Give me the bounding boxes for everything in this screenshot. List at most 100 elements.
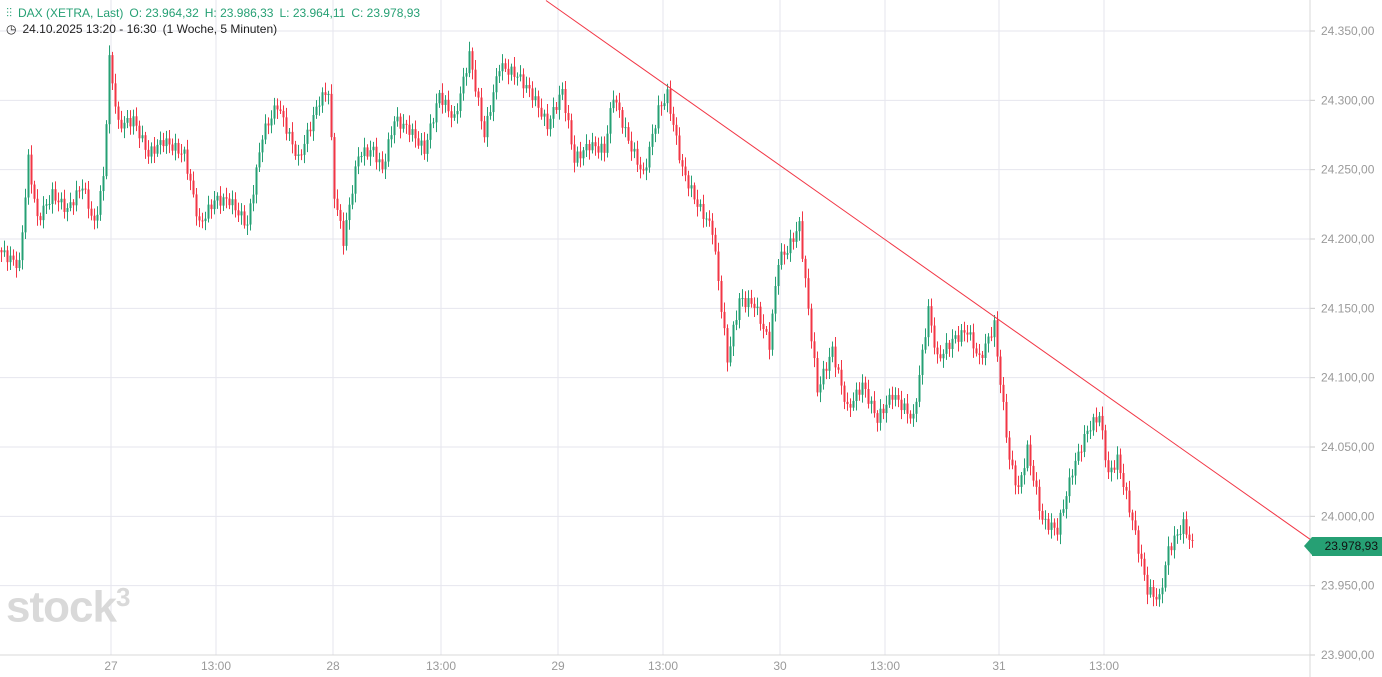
candle-body	[1065, 496, 1068, 510]
candle-body	[0, 250, 3, 253]
candle-body	[990, 336, 993, 338]
candle-body	[795, 231, 798, 242]
candle-body	[690, 185, 693, 189]
candle-body	[102, 176, 105, 192]
candle-body	[21, 232, 24, 261]
candle-body	[1161, 587, 1164, 595]
candle-body	[777, 264, 780, 287]
candle-body	[3, 250, 6, 253]
candle-body	[114, 83, 117, 107]
candle-body	[729, 346, 732, 363]
y-tick-label: 24.300,00	[1321, 93, 1375, 107]
candle-body	[18, 260, 21, 269]
candle-body	[216, 195, 219, 201]
candle-body	[798, 221, 801, 232]
candle-body	[597, 146, 600, 153]
candle-body	[693, 185, 696, 200]
candle-body	[1113, 467, 1116, 470]
candle-body	[534, 96, 537, 101]
candle-body	[627, 127, 630, 141]
candle-body	[1107, 460, 1110, 473]
candle-body	[1080, 451, 1083, 453]
candle-body	[108, 55, 111, 125]
candle-body	[984, 343, 987, 358]
candle-body	[423, 140, 426, 154]
candle-body	[1068, 477, 1071, 497]
candle-body	[1044, 518, 1047, 520]
candle-body	[312, 115, 315, 132]
candle-body	[738, 298, 741, 320]
candle-body	[66, 208, 69, 212]
candle-body	[138, 125, 141, 139]
candle-body	[1128, 490, 1131, 513]
candle-body	[228, 198, 231, 206]
candle-body	[51, 189, 54, 204]
candle-body	[1185, 519, 1188, 535]
candle-body	[747, 298, 750, 308]
open-value: O: 23.964,32	[129, 6, 199, 20]
candle-body	[222, 197, 225, 206]
candle-body	[573, 144, 576, 163]
candle-body	[285, 117, 288, 134]
candle-body	[201, 220, 204, 222]
symbol-label: DAX (XETRA, Last)	[18, 6, 124, 20]
candle-body	[525, 84, 528, 89]
candle-body	[585, 143, 588, 151]
candle-body	[1041, 510, 1044, 520]
candle-body	[345, 220, 348, 246]
candle-body	[180, 153, 183, 155]
candle-body	[1047, 518, 1050, 530]
candle-body	[360, 156, 363, 158]
candle-body	[486, 115, 489, 138]
candle-body	[558, 94, 561, 110]
candle-body	[735, 319, 738, 325]
candle-body	[1032, 465, 1035, 481]
candle-body	[660, 105, 663, 107]
candle-body	[339, 209, 342, 221]
candle-body	[1008, 437, 1011, 460]
candle-body	[645, 167, 648, 171]
candle-body	[831, 346, 834, 357]
candle-body	[1056, 527, 1059, 535]
candle-body	[531, 88, 534, 101]
candle-body	[381, 159, 384, 170]
candle-body	[471, 51, 474, 70]
candle-body	[213, 200, 216, 210]
candle-body	[723, 311, 726, 329]
candle-body	[156, 144, 159, 154]
candle-body	[1011, 459, 1014, 466]
candle-body	[753, 303, 756, 308]
candle-body	[915, 401, 918, 414]
candle-body	[876, 413, 879, 423]
candle-body	[873, 400, 876, 414]
candle-body	[315, 106, 318, 116]
candle-body	[1146, 574, 1149, 595]
candle-body	[771, 313, 774, 350]
candle-body	[669, 89, 672, 114]
candle-body	[1050, 522, 1053, 530]
candle-body	[510, 66, 513, 75]
candle-body	[417, 138, 420, 146]
candle-body	[447, 99, 450, 112]
candle-body	[1095, 417, 1098, 423]
candle-body	[552, 107, 555, 119]
candle-body	[96, 214, 99, 221]
candle-body	[762, 323, 765, 330]
candle-body	[33, 184, 36, 199]
candle-body	[1137, 530, 1140, 554]
candle-body	[936, 347, 939, 355]
candle-body	[6, 250, 9, 263]
candle-body	[258, 152, 261, 168]
candle-body	[144, 135, 147, 150]
clock-icon: ◷	[6, 22, 17, 36]
candle-body	[564, 88, 567, 113]
candle-body	[306, 129, 309, 144]
candle-body	[363, 147, 366, 157]
candle-body	[555, 107, 558, 110]
candle-body	[1143, 558, 1146, 575]
candle-body	[714, 234, 717, 252]
candle-body	[435, 103, 438, 123]
candle-body	[93, 215, 96, 221]
